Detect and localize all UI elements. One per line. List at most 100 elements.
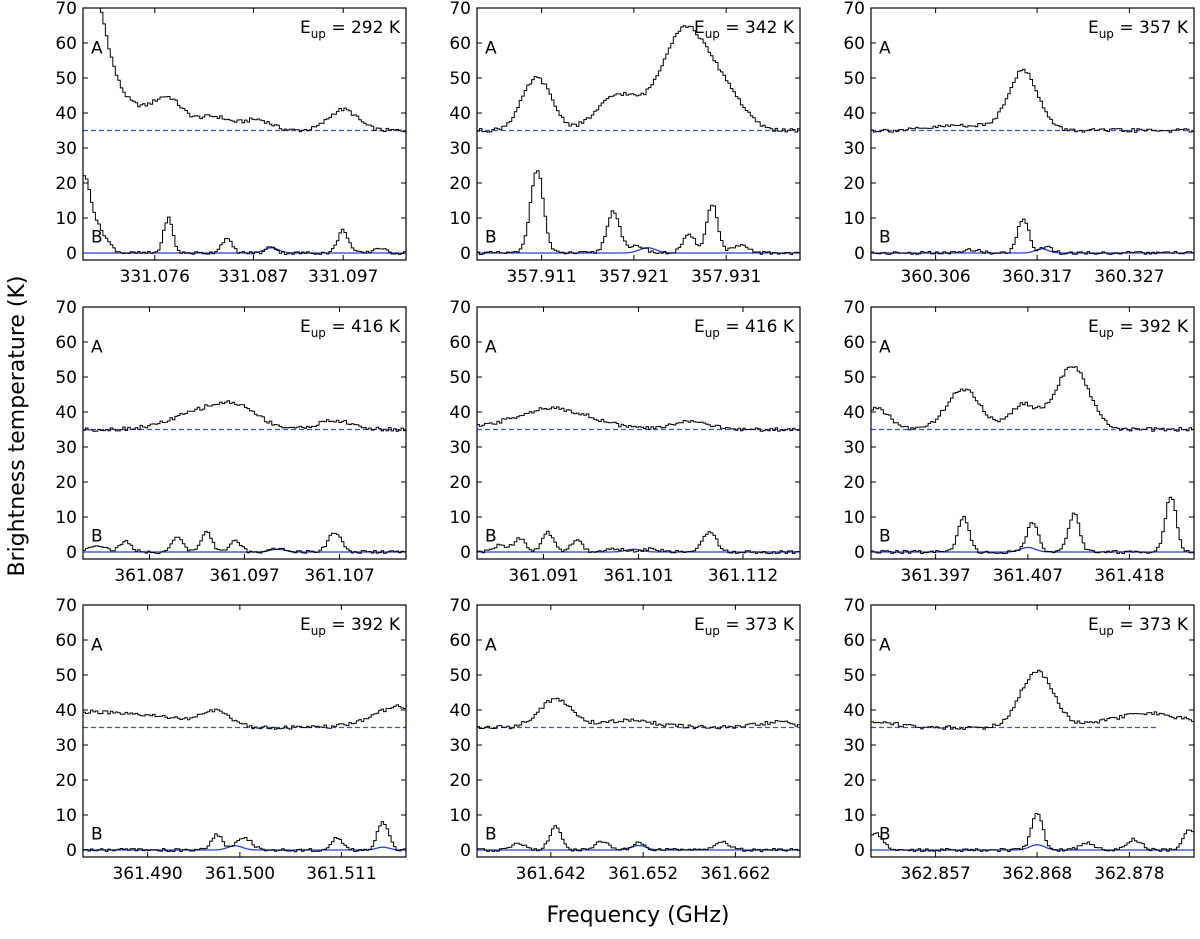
y-tick-label: 70 bbox=[843, 0, 865, 19]
x-tick-label: 361.087 bbox=[114, 566, 184, 586]
y-tick-label: 50 bbox=[55, 368, 77, 388]
spectrum-b-line bbox=[83, 530, 406, 554]
y-tick-label: 10 bbox=[843, 806, 865, 826]
model-B-line bbox=[477, 247, 800, 254]
spectrum-a-line bbox=[83, 704, 406, 730]
eup-value: = 292 K bbox=[326, 18, 401, 38]
model-B-line bbox=[871, 248, 1194, 254]
eup-prefix: E bbox=[694, 18, 705, 38]
eup-label: Eup = 392 K bbox=[1088, 317, 1189, 340]
y-tick-label: 10 bbox=[449, 806, 471, 826]
y-tick-label: 0 bbox=[460, 244, 471, 264]
y-tick-label: 60 bbox=[55, 34, 77, 54]
panel-frame bbox=[870, 7, 1195, 261]
y-axis-title: Brightness temperature (K) bbox=[5, 275, 30, 576]
spectrum-label-a: A bbox=[879, 338, 891, 358]
y-tick-label: 40 bbox=[55, 104, 77, 124]
panel-frame bbox=[476, 604, 801, 858]
eup-value: = 357 K bbox=[1114, 18, 1189, 38]
y-tick-label: 70 bbox=[449, 596, 471, 616]
eup-prefix: E bbox=[1088, 18, 1099, 38]
spectrum-label-b: B bbox=[485, 527, 497, 547]
y-tick-label: 60 bbox=[449, 333, 471, 353]
y-tick-label: 40 bbox=[843, 403, 865, 423]
y-tick-label: 40 bbox=[55, 701, 77, 721]
y-tick-label: 40 bbox=[449, 104, 471, 124]
spectrum-a-line bbox=[871, 669, 1194, 730]
y-tick-label: 20 bbox=[55, 771, 77, 791]
x-tick-label: 361.407 bbox=[993, 566, 1063, 586]
x-tick-label: 361.500 bbox=[205, 864, 275, 884]
eup-label: Eup = 392 K bbox=[300, 615, 401, 638]
spectrum-label-a: A bbox=[91, 636, 103, 656]
y-tick-label: 20 bbox=[449, 473, 471, 493]
x-tick-label: 357.931 bbox=[691, 267, 761, 287]
y-tick-label: 60 bbox=[55, 631, 77, 651]
y-tick-label: 70 bbox=[449, 0, 471, 19]
panel-5: 0 10 20 30 40 50 60 70 361.091 361.101 361.112 A B Eu… bbox=[449, 298, 801, 586]
y-tick-label: 0 bbox=[460, 543, 471, 563]
y-tick-label: 60 bbox=[843, 34, 865, 54]
panel-frame bbox=[82, 306, 407, 560]
x-tick-label: 361.112 bbox=[708, 566, 778, 586]
spectrum-label-a: A bbox=[91, 39, 103, 59]
y-tick-label: 40 bbox=[449, 701, 471, 721]
y-tick-label: 20 bbox=[449, 174, 471, 194]
model-B-line bbox=[871, 844, 1194, 851]
eup-subscript: up bbox=[311, 326, 326, 340]
model-B-line bbox=[477, 844, 800, 851]
y-tick-label: 60 bbox=[449, 631, 471, 651]
plot-area bbox=[83, 8, 406, 255]
plot-area bbox=[871, 68, 1194, 255]
x-tick-label: 361.097 bbox=[209, 566, 279, 586]
y-tick-label: 0 bbox=[66, 841, 77, 861]
eup-prefix: E bbox=[694, 317, 705, 337]
y-tick-label: 60 bbox=[843, 631, 865, 651]
y-tick-label: 40 bbox=[843, 104, 865, 124]
eup-subscript: up bbox=[705, 624, 720, 638]
panel-4: 0 10 20 30 40 50 60 70 361.087 361.097 361.107 A B Eu… bbox=[55, 298, 407, 586]
y-tick-label: 10 bbox=[55, 508, 77, 528]
model-B-line bbox=[83, 548, 406, 553]
eup-value: = 373 K bbox=[720, 615, 795, 635]
eup-value: = 373 K bbox=[1114, 615, 1189, 635]
spectrum-b-line bbox=[477, 530, 800, 554]
spectrum-label-b: B bbox=[485, 825, 497, 845]
panel-frame bbox=[476, 7, 801, 261]
panel-8: 0 10 20 30 40 50 60 70 361.642 361.652 361.662 A B Eu… bbox=[449, 596, 801, 884]
spectrum-label-b: B bbox=[485, 228, 497, 248]
spectrum-label-a: A bbox=[485, 39, 497, 59]
y-tick-label: 50 bbox=[449, 69, 471, 89]
y-tick-label: 70 bbox=[843, 298, 865, 318]
panel-1: 0 10 20 30 40 50 60 70 331.076 331.087 331.097 A B Eu… bbox=[55, 0, 407, 287]
plot-area bbox=[477, 25, 800, 255]
plot-area bbox=[871, 366, 1194, 555]
eup-subscript: up bbox=[1099, 27, 1114, 41]
panel-frame bbox=[870, 604, 1195, 858]
eup-value: = 416 K bbox=[720, 317, 795, 337]
spectrum-label-b: B bbox=[91, 228, 103, 248]
spectrum-b-line bbox=[871, 813, 1194, 852]
spectrum-label-b: B bbox=[879, 228, 891, 248]
x-tick-label: 361.511 bbox=[306, 864, 376, 884]
y-tick-label: 70 bbox=[55, 596, 77, 616]
spectrum-label-b: B bbox=[91, 527, 103, 547]
eup-subscript: up bbox=[705, 326, 720, 340]
y-tick-label: 10 bbox=[55, 806, 77, 826]
eup-prefix: E bbox=[300, 18, 311, 38]
eup-prefix: E bbox=[1088, 615, 1099, 635]
eup-prefix: E bbox=[300, 317, 311, 337]
y-tick-label: 30 bbox=[843, 736, 865, 756]
panel-3: 0 10 20 30 40 50 60 70 360.306 360.317 360.327 A B Eu… bbox=[843, 0, 1195, 287]
panel-frame bbox=[82, 7, 407, 261]
y-tick-label: 50 bbox=[55, 666, 77, 686]
y-tick-label: 20 bbox=[843, 473, 865, 493]
x-tick-label: 361.418 bbox=[1094, 566, 1164, 586]
x-tick-label: 357.921 bbox=[599, 267, 669, 287]
model-B-line bbox=[83, 845, 406, 851]
x-tick-label: 331.087 bbox=[218, 267, 288, 287]
y-tick-label: 20 bbox=[843, 771, 865, 791]
x-axis-title: Frequency (GHz) bbox=[547, 903, 730, 928]
x-tick-label: 361.642 bbox=[516, 864, 586, 884]
